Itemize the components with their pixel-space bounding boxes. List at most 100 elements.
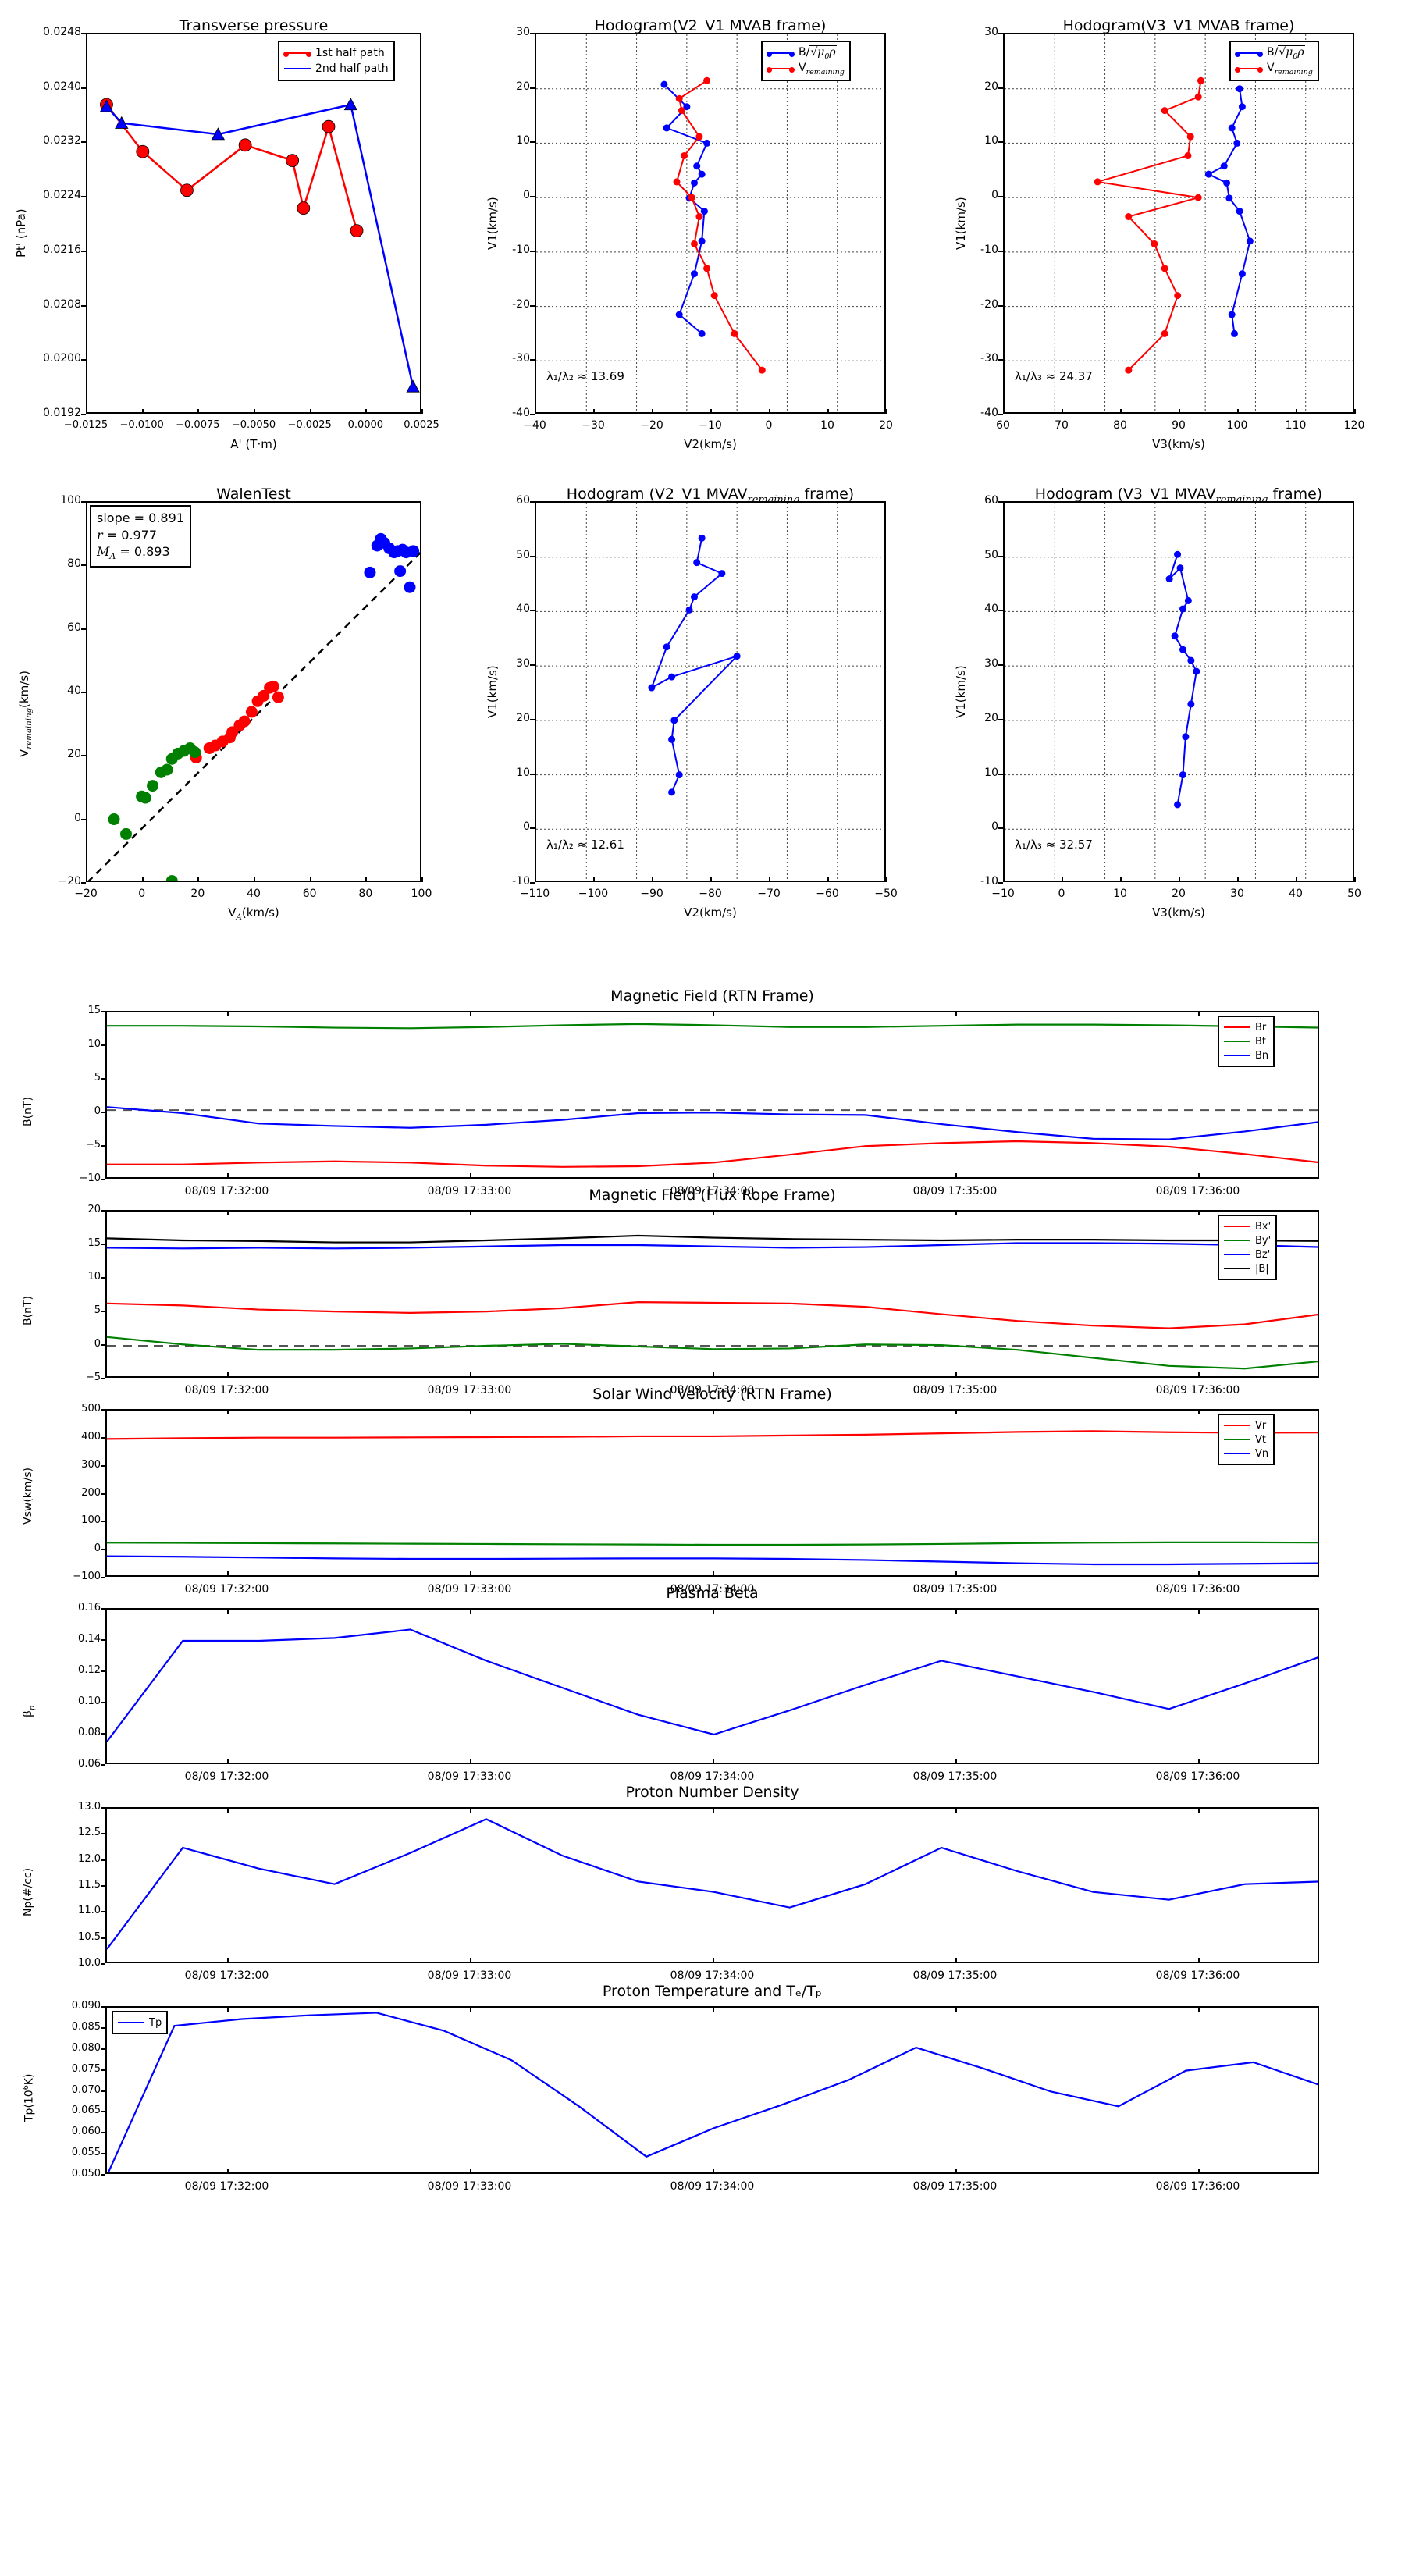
x-tick-label: −0.0100: [119, 419, 164, 431]
y-tick-label: −10: [79, 1172, 101, 1184]
time-tick-label: 08/09 17:36:00: [1155, 1969, 1240, 1982]
time-tick-mark-top: [226, 1011, 229, 1016]
y-tick-mark: [530, 414, 535, 415]
time-tick-mark-top: [226, 1409, 229, 1414]
time-tick-label: 08/09 17:33:00: [427, 1384, 512, 1397]
legend-line-tp: [118, 2022, 144, 2023]
time-tick-mark-top: [955, 1011, 957, 1016]
x-tick-label: 30: [1230, 888, 1244, 900]
panel-b-fluxrope: Magnetic Field (Flux Rope Frame) B(nT) 20 1…: [0, 1179, 1405, 1432]
beta-title: Plasma Beta: [666, 1585, 759, 1602]
panel-b-rtn: Magnetic Field (RTN Frame) B(nT) 15 10 5 0 −5 −…: [0, 980, 1405, 1233]
y-tick-label: 0.0224: [43, 189, 81, 202]
y-tick-mark: [101, 1911, 105, 1913]
walen-slope: slope = 0.891: [97, 511, 184, 525]
y-tick-mark: [81, 87, 86, 89]
y-tick-mark: [530, 664, 535, 667]
legend-line-vr: [1224, 1425, 1250, 1426]
time-tick-mark-top: [712, 1807, 714, 1813]
time-tick-mark: [955, 1372, 957, 1378]
x-tick-mark: [365, 409, 368, 414]
time-tick-mark: [712, 1372, 714, 1378]
time-tick-mark-top: [1197, 1409, 1200, 1414]
x-tick-label: −20: [74, 888, 98, 900]
y-tick-mark: [101, 1078, 105, 1080]
x-tick-mark: [141, 877, 144, 882]
y-tick-mark: [998, 33, 1003, 34]
y-tick-label: -30: [512, 352, 530, 365]
time-tick-mark: [712, 1173, 714, 1179]
y-tick-mark: [101, 1807, 105, 1809]
time-tick-label: 08/09 17:34:00: [670, 1770, 755, 1783]
y-tick-label: 0.06: [78, 1758, 101, 1770]
y-tick-label: 5: [94, 1304, 101, 1316]
time-tick-mark: [955, 1958, 957, 1963]
panel-np: Proton Number Density Np(#/cc) 13.0 12.5 12.…: [0, 1776, 1405, 2018]
walen-test-svg: [87, 532, 420, 881]
y-tick-label: 13.0: [78, 1801, 101, 1813]
time-tick-label: 08/09 17:34:00: [670, 1583, 755, 1596]
time-tick-label: 08/09 17:36:00: [1155, 1185, 1240, 1197]
walen-test-xlabel: VA(km/s): [228, 906, 279, 922]
time-tick-mark: [1197, 1173, 1200, 1179]
x-tick-mark: [365, 877, 368, 882]
y-tick-mark: [101, 1702, 105, 1703]
x-tick-mark: [1296, 877, 1297, 882]
time-tick-mark-top: [469, 1011, 471, 1016]
x-tick-label: 20: [879, 419, 893, 432]
b-fluxrope-ylabel: B(nT): [22, 1295, 34, 1325]
y-tick-mark: [81, 141, 86, 144]
y-tick-mark: [81, 359, 86, 361]
time-tick-mark-top: [712, 1409, 714, 1414]
legend-line-bt: [1224, 1041, 1250, 1042]
y-tick-mark: [998, 827, 1003, 830]
legend-label-bn: Bn: [1255, 1049, 1269, 1062]
y-tick-label: 30: [984, 657, 998, 671]
y-tick-label: 400: [81, 1430, 101, 1443]
y-tick-label: 0.14: [78, 1633, 101, 1645]
y-tick-mark: [101, 1011, 105, 1012]
beta-ylabel: βp: [22, 1705, 37, 1717]
legend-line-by: [1224, 1240, 1250, 1241]
y-tick-mark: [530, 610, 535, 612]
y-tick-mark: [101, 1344, 105, 1346]
y-tick-label: 12.5: [78, 1827, 101, 1839]
x-tick-mark: [197, 877, 200, 882]
y-tick-label: 80: [67, 557, 81, 571]
x-tick-label: 40: [1289, 888, 1303, 900]
x-tick-label: −20: [640, 419, 663, 432]
tp-svg: [107, 2012, 1318, 2172]
x-tick-label: −100: [578, 888, 609, 900]
time-tick-mark-top: [712, 1011, 714, 1016]
hodogram-v2-mvab-ylabel: V1(km/s): [486, 197, 500, 250]
x-tick-mark: [1120, 409, 1122, 414]
y-tick-label: 10: [516, 766, 530, 779]
hodogram-v2-mvab-title: Hodogram(V2_V1 MVAB frame): [594, 17, 827, 34]
y-tick-label: 0.050: [71, 2168, 101, 2179]
y-tick-mark: [101, 2090, 105, 2092]
legend-line-bx: [1224, 1226, 1250, 1227]
y-tick-mark: [998, 359, 1003, 361]
np-svg: [107, 1818, 1318, 1950]
np-plot: [105, 1807, 1319, 1963]
time-tick-mark: [955, 1571, 957, 1577]
vsw-svg: [107, 1430, 1318, 1566]
y-tick-mark: [101, 2132, 105, 2134]
y-tick-mark: [101, 1549, 105, 1551]
time-tick-label: 08/09 17:36:00: [1155, 2180, 1240, 2193]
y-tick-label: 200: [81, 1486, 101, 1499]
legend-marker-v-remaining: [1235, 66, 1263, 73]
y-tick-mark: [101, 1833, 105, 1835]
x-tick-mark: [86, 877, 87, 882]
legend-marker-b-alfven: [767, 51, 795, 57]
y-tick-label: -40: [980, 407, 998, 419]
legend-line-br: [1224, 1026, 1250, 1028]
y-tick-mark: [81, 196, 86, 198]
legend-label-vr: Vr: [1255, 1419, 1267, 1432]
walen-test-stats: slope = 0.891 r = 0.977 MA = 0.893: [90, 505, 191, 568]
time-tick-mark: [226, 1372, 229, 1378]
hodogram-v2-mvav-eigen-ratio: λ₁/λ₂ ≈ 12.61: [546, 838, 624, 852]
vsw-title: Solar Wind Velocity (RTN Frame): [592, 1386, 832, 1403]
y-tick-mark: [530, 882, 535, 884]
y-tick-label: 500: [81, 1403, 101, 1414]
